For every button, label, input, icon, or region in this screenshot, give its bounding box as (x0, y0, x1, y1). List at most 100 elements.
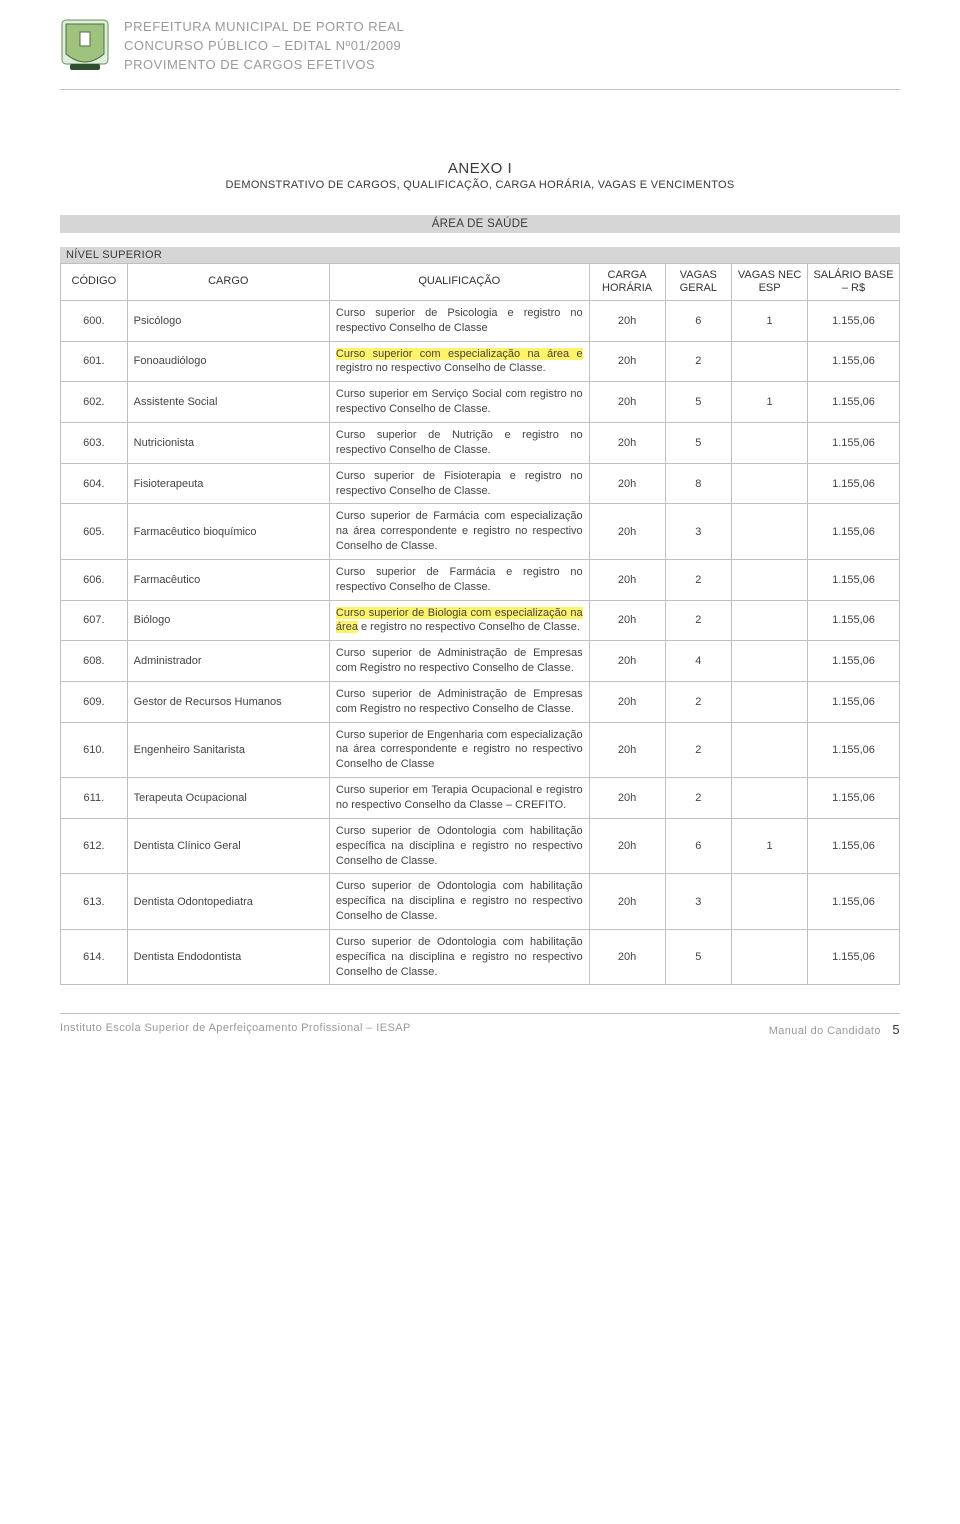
cell-vagas-nec (732, 874, 808, 930)
anexo-title: ANEXO I (60, 160, 900, 177)
col-vagas-nec: VAGAS NEC ESP (732, 263, 808, 300)
cell-vagas-nec (732, 722, 808, 778)
highlight-span: Curso superior com especialização na áre… (336, 348, 583, 360)
cell-carga: 20h (589, 818, 665, 874)
cell-cargo: Dentista Odontopediatra (127, 874, 329, 930)
cell-codigo: 607. (61, 600, 128, 641)
header-text: PREFEITURA MUNICIPAL DE PORTO REAL CONCU… (124, 18, 404, 75)
cargos-table: CÓDIGO CARGO QUALIFICAÇÃO CARGA HORÁRIA … (60, 263, 900, 986)
cell-qualificacao: Curso superior de Fisioterapia e registr… (329, 463, 589, 504)
col-carga: CARGA HORÁRIA (589, 263, 665, 300)
anexo-heading: ANEXO I DEMONSTRATIVO DE CARGOS, QUALIFI… (60, 160, 900, 191)
cell-vagas-geral: 2 (665, 341, 732, 382)
table-row: 614.Dentista EndodontistaCurso superior … (61, 929, 900, 985)
page: PREFEITURA MUNICIPAL DE PORTO REAL CONCU… (0, 0, 960, 1047)
cell-codigo: 605. (61, 504, 128, 560)
col-qualificacao: QUALIFICAÇÃO (329, 263, 589, 300)
table-row: 603.NutricionistaCurso superior de Nutri… (61, 422, 900, 463)
table-row: 602.Assistente SocialCurso superior em S… (61, 382, 900, 423)
cell-codigo: 609. (61, 681, 128, 722)
col-codigo: CÓDIGO (61, 263, 128, 300)
cell-vagas-geral: 3 (665, 504, 732, 560)
cell-carga: 20h (589, 559, 665, 600)
cell-vagas-geral: 5 (665, 929, 732, 985)
anexo-subtitle: DEMONSTRATIVO DE CARGOS, QUALIFICAÇÃO, C… (60, 179, 900, 191)
footer-right: Manual do Candidato (769, 1025, 881, 1037)
cell-carga: 20h (589, 422, 665, 463)
cell-carga: 20h (589, 382, 665, 423)
cell-salario: 1.155,06 (808, 929, 900, 985)
cell-cargo: Farmacêutico (127, 559, 329, 600)
highlight-span: Curso superior de Biologia com especiali… (336, 607, 583, 634)
cell-cargo: Fonoaudiólogo (127, 341, 329, 382)
cell-vagas-nec (732, 463, 808, 504)
cell-cargo: Gestor de Recursos Humanos (127, 681, 329, 722)
cell-qualificacao: Curso superior de Farmácia e registro no… (329, 559, 589, 600)
cell-vagas-nec: 1 (732, 300, 808, 341)
cell-salario: 1.155,06 (808, 641, 900, 682)
cell-qualificacao: Curso superior de Administração de Empre… (329, 681, 589, 722)
cell-codigo: 601. (61, 341, 128, 382)
cell-vagas-geral: 5 (665, 382, 732, 423)
cell-carga: 20h (589, 722, 665, 778)
footer-left: Instituto Escola Superior de Aperfeiçoam… (60, 1022, 411, 1037)
cell-vagas-geral: 5 (665, 422, 732, 463)
cell-cargo: Biólogo (127, 600, 329, 641)
cell-vagas-nec: 1 (732, 818, 808, 874)
cell-codigo: 610. (61, 722, 128, 778)
cell-cargo: Administrador (127, 641, 329, 682)
cell-vagas-geral: 2 (665, 681, 732, 722)
cell-vagas-geral: 2 (665, 778, 732, 819)
cell-salario: 1.155,06 (808, 818, 900, 874)
cell-codigo: 614. (61, 929, 128, 985)
header-line-1: PREFEITURA MUNICIPAL DE PORTO REAL (124, 18, 404, 37)
col-cargo: CARGO (127, 263, 329, 300)
municipal-crest-icon (60, 18, 110, 73)
table-row: 607.Biólogo Curso superior de Biologia co… (61, 600, 900, 641)
cell-codigo: 604. (61, 463, 128, 504)
page-header: PREFEITURA MUNICIPAL DE PORTO REAL CONCU… (60, 18, 900, 90)
cell-vagas-geral: 6 (665, 818, 732, 874)
cell-qualificacao: Curso superior de Psicologia e registro … (329, 300, 589, 341)
table-row: 608.AdministradorCurso superior de Admin… (61, 641, 900, 682)
cell-carga: 20h (589, 929, 665, 985)
cell-carga: 20h (589, 463, 665, 504)
cell-vagas-nec (732, 341, 808, 382)
cell-vagas-nec (732, 641, 808, 682)
cell-carga: 20h (589, 681, 665, 722)
cell-salario: 1.155,06 (808, 559, 900, 600)
header-line-3: PROVIMENTO DE CARGOS EFETIVOS (124, 56, 404, 75)
level-bar: NÍVEL SUPERIOR (60, 247, 900, 263)
cell-vagas-nec: 1 (732, 382, 808, 423)
page-footer: Instituto Escola Superior de Aperfeiçoam… (60, 1013, 900, 1037)
cell-qualificacao: Curso superior de Odontologia com habili… (329, 929, 589, 985)
cell-salario: 1.155,06 (808, 722, 900, 778)
cell-salario: 1.155,06 (808, 778, 900, 819)
cell-codigo: 600. (61, 300, 128, 341)
table-row: 606.FarmacêuticoCurso superior de Farmác… (61, 559, 900, 600)
cell-vagas-nec (732, 681, 808, 722)
cell-carga: 20h (589, 641, 665, 682)
cell-qualificacao: Curso superior de Nutrição e registro no… (329, 422, 589, 463)
cell-cargo: Dentista Clínico Geral (127, 818, 329, 874)
cell-qualificacao: Curso superior de Engenharia com especia… (329, 722, 589, 778)
cell-carga: 20h (589, 874, 665, 930)
cell-vagas-geral: 2 (665, 600, 732, 641)
table-body: 600.PsicólogoCurso superior de Psicologi… (61, 300, 900, 985)
table-row: 612.Dentista Clínico GeralCurso superior… (61, 818, 900, 874)
page-number: 5 (892, 1022, 900, 1037)
cell-carga: 20h (589, 600, 665, 641)
cell-carga: 20h (589, 778, 665, 819)
cell-qualificacao: Curso superior de Odontologia com habili… (329, 874, 589, 930)
cell-codigo: 606. (61, 559, 128, 600)
cell-cargo: Engenheiro Sanitarista (127, 722, 329, 778)
cell-qualificacao: Curso superior de Administração de Empre… (329, 641, 589, 682)
cell-vagas-geral: 8 (665, 463, 732, 504)
cell-codigo: 613. (61, 874, 128, 930)
cell-salario: 1.155,06 (808, 681, 900, 722)
cell-qualificacao: Curso superior em Serviço Social com reg… (329, 382, 589, 423)
cell-codigo: 611. (61, 778, 128, 819)
cell-vagas-geral: 2 (665, 559, 732, 600)
cell-cargo: Terapeuta Ocupacional (127, 778, 329, 819)
cell-salario: 1.155,06 (808, 382, 900, 423)
